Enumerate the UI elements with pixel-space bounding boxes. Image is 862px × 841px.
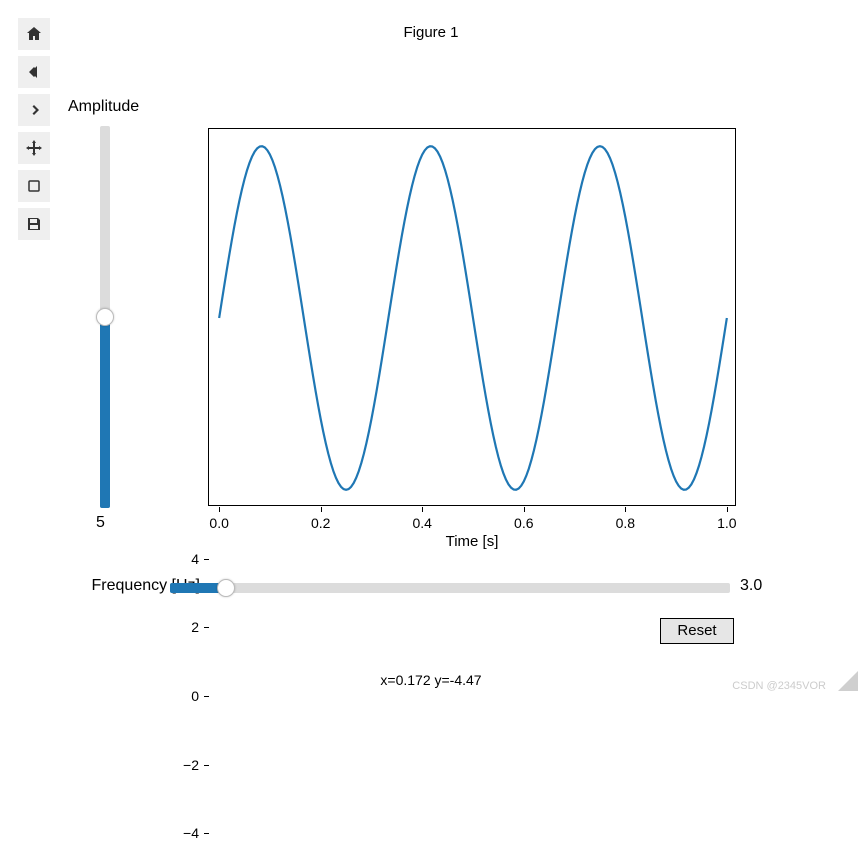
x-tick-label: 0.2	[311, 515, 330, 531]
amplitude-fill	[100, 317, 110, 508]
frequency-handle[interactable]	[217, 579, 235, 597]
figure-title: Figure 1	[0, 24, 862, 41]
y-tick-label: 4	[191, 551, 199, 567]
plot-area[interactable]: −4−2024 0.00.20.40.60.81.0 Time [s]	[208, 128, 736, 506]
toolbar	[18, 18, 50, 240]
y-tick-label: 0	[191, 688, 199, 704]
y-tick-label: 2	[191, 619, 199, 635]
frequency-value: 3.0	[740, 577, 762, 595]
x-tick-label: 0.0	[209, 515, 228, 531]
amplitude-track[interactable]	[100, 126, 110, 508]
x-tick-label: 0.8	[616, 515, 635, 531]
forward-icon	[26, 102, 42, 118]
resize-grip[interactable]	[838, 671, 858, 694]
watermark: CSDN @2345VOR	[732, 680, 826, 692]
back-button[interactable]	[18, 56, 50, 88]
amplitude-label: Amplitude	[68, 98, 139, 116]
x-axis-label: Time [s]	[446, 533, 499, 550]
resize-grip-icon	[838, 671, 858, 691]
y-tick-label: −4	[183, 825, 199, 841]
x-tick-label: 1.0	[717, 515, 736, 531]
frequency-track[interactable]	[170, 583, 730, 593]
x-tick-label: 0.6	[514, 515, 533, 531]
amplitude-value: 5	[96, 514, 105, 532]
x-tick-label: 0.4	[412, 515, 431, 531]
plot-svg	[209, 129, 737, 507]
save-button[interactable]	[18, 208, 50, 240]
coord-readout: x=0.172 y=-4.47	[380, 672, 481, 688]
back-icon	[26, 64, 42, 80]
reset-button[interactable]: Reset	[660, 618, 734, 644]
pan-icon	[26, 140, 42, 156]
zoom-icon	[26, 178, 42, 194]
zoom-button[interactable]	[18, 170, 50, 202]
amplitude-handle[interactable]	[96, 308, 114, 326]
frequency-slider[interactable]: Frequency [Hz] 3.0	[50, 575, 790, 605]
pan-button[interactable]	[18, 132, 50, 164]
save-icon	[26, 216, 42, 232]
y-tick-label: −2	[183, 757, 199, 773]
forward-button[interactable]	[18, 94, 50, 126]
